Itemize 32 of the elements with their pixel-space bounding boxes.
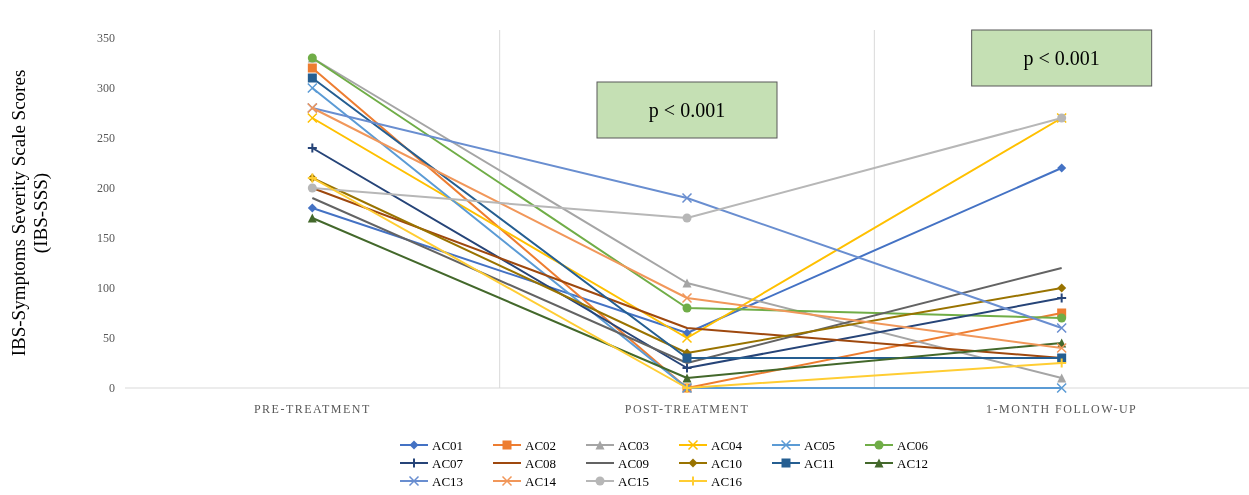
legend-label: AC14: [525, 473, 557, 489]
legend-label: AC03: [618, 437, 650, 453]
legend-label: AC06: [897, 437, 929, 453]
legend-label: AC15: [618, 473, 650, 489]
y-tick-label: 0: [109, 381, 115, 396]
legend-label: AC05: [804, 437, 836, 453]
legend-label: AC10: [711, 455, 743, 471]
y-tick-label: 350: [97, 31, 115, 46]
x-tick-label: 1-MONTH FOLLOW-UP: [986, 402, 1138, 416]
legend-label: AC02: [525, 437, 557, 453]
legend-label: AC13: [432, 473, 464, 489]
x-tick-label: PRE-TREATMENT: [253, 402, 371, 416]
annotation: p < 0.001: [1023, 47, 1100, 70]
legend-label: AC16: [711, 473, 743, 489]
y-tick-label: 150: [97, 231, 115, 246]
y-axis-title: IBS-Symptoms Severity Scale Scores (IBS-SSS): [7, 69, 53, 357]
y-tick-label: 250: [97, 131, 115, 146]
annotation: p < 0.001: [648, 99, 726, 122]
legend-label: AC09: [618, 455, 650, 471]
legend-label: AC11: [804, 455, 835, 471]
legend-label: AC08: [525, 455, 557, 471]
legend-label: AC04: [711, 437, 743, 453]
legend-label: AC12: [897, 455, 929, 471]
y-tick-label: 300: [97, 81, 115, 96]
x-tick-label: POST-TREATMENT: [624, 402, 750, 416]
y-tick-label: 50: [103, 331, 115, 346]
legend-label: AC01: [432, 437, 464, 453]
note-box: p < 0.001: [971, 29, 1153, 87]
y-tick-label: 100: [97, 281, 115, 296]
y-tick-label: 200: [97, 181, 115, 196]
legend-label: AC07: [432, 455, 464, 471]
note-box: p < 0.001: [596, 81, 778, 139]
